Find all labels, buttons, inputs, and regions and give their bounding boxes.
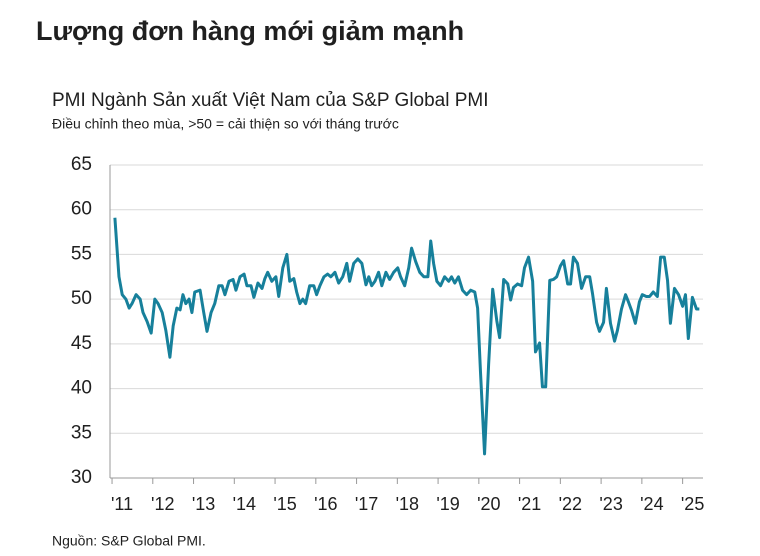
- y-tick-label: 60: [71, 199, 92, 220]
- source: Nguồn: S&P Global PMI.: [52, 533, 206, 549]
- chart-note: Điều chỉnh theo mùa, >50 = cải thiện so …: [52, 116, 399, 132]
- x-tick-label: '23: [599, 494, 622, 514]
- line-series: [113, 217, 700, 456]
- chart-subtitle: PMI Ngành Sản xuất Việt Nam của S&P Glob…: [52, 90, 489, 111]
- chart-title: Lượng đơn hàng mới giảm mạnh: [36, 16, 464, 46]
- y-tick-label: 55: [71, 243, 92, 264]
- x-tick-label: '25: [681, 494, 704, 514]
- x-tick-label: '15: [273, 494, 296, 514]
- y-tick-label: 40: [71, 378, 92, 399]
- x-tick-label: '20: [477, 494, 500, 514]
- x-tick-label: '19: [436, 494, 459, 514]
- x-tick-label: '11: [111, 494, 133, 514]
- x-tick-label: '24: [640, 494, 663, 514]
- y-tick-label: 45: [71, 333, 92, 354]
- x-tick-label: '14: [233, 494, 256, 514]
- y-tick-label: 35: [71, 422, 92, 443]
- x-tick-label: '17: [355, 494, 378, 514]
- x-tick-label: '12: [151, 494, 174, 514]
- y-tick-label: 50: [71, 288, 92, 309]
- y-tick-label: 65: [71, 154, 92, 175]
- x-tick-label: '22: [559, 494, 582, 514]
- y-tick-label: 30: [71, 467, 92, 488]
- x-tick-label: '18: [396, 494, 419, 514]
- x-tick-label: '21: [518, 494, 541, 514]
- x-tick-label: '16: [314, 494, 337, 514]
- x-tick-label: '13: [192, 494, 215, 514]
